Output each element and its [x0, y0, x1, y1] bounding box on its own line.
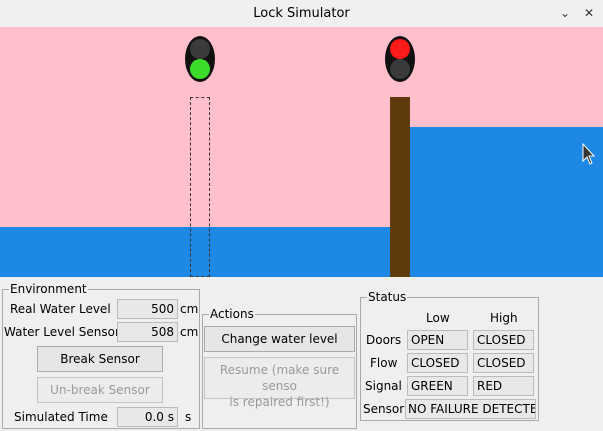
lock-scene — [0, 27, 603, 277]
actions-group: Actions — [202, 307, 357, 429]
environment-group-title: Environment — [9, 282, 88, 296]
flow-label: Flow — [370, 356, 398, 370]
mouse-cursor-icon — [582, 143, 596, 165]
simulated-time-label: Simulated Time — [14, 410, 108, 424]
signal-low-field: GREEN — [407, 376, 468, 396]
high-gate-closed — [390, 97, 410, 277]
change-water-level-button[interactable]: Change water level — [204, 326, 355, 352]
doors-label: Doors — [366, 333, 402, 347]
window-title: Lock Simulator — [253, 6, 350, 21]
simulated-time-unit: s — [185, 410, 192, 424]
real-water-level-field: 500 — [117, 299, 178, 319]
environment-group: Environment — [2, 282, 200, 429]
minimize-icon[interactable]: ⌄ — [559, 6, 571, 20]
low-water — [0, 227, 395, 277]
high-light-bottom-bulb — [390, 59, 410, 79]
high-water — [405, 127, 603, 277]
sensor-status-field: NO FAILURE DETECTEI — [405, 399, 536, 419]
real-water-level-unit: cm — [180, 302, 199, 316]
sensor-label: Sensor — [363, 402, 405, 416]
water-level-sensor-unit: cm — [180, 325, 199, 339]
status-group: Status — [360, 290, 539, 421]
low-light-top-bulb — [190, 39, 210, 59]
resume-button[interactable]: Resume (make sure senso is repaired firs… — [204, 357, 355, 409]
resume-button-line1: Resume (make sure senso — [219, 363, 340, 393]
unbreak-sensor-button[interactable]: Un-break Sensor — [37, 377, 163, 403]
actions-group-title: Actions — [209, 307, 255, 321]
title-bar: Lock Simulator ⌄ ✕ — [0, 0, 603, 28]
doors-low-field: OPEN — [407, 330, 468, 350]
flow-high-field: CLOSED — [473, 353, 534, 373]
water-level-sensor-field: 508 — [117, 322, 178, 342]
low-gate-open — [190, 97, 210, 277]
flow-low-field: CLOSED — [407, 353, 468, 373]
simulated-time-field: 0.0 s — [117, 407, 178, 427]
high-traffic-light — [385, 36, 415, 82]
break-sensor-button[interactable]: Break Sensor — [37, 346, 163, 372]
low-traffic-light — [185, 36, 215, 82]
status-col-low: Low — [426, 311, 450, 325]
signal-label: Signal — [365, 379, 402, 393]
close-icon[interactable]: ✕ — [583, 6, 595, 20]
signal-high-field: RED — [473, 376, 534, 396]
doors-high-field: CLOSED — [473, 330, 534, 350]
status-col-high: High — [490, 311, 518, 325]
water-level-sensor-label: Water Level Sensor — [4, 325, 120, 339]
real-water-level-label: Real Water Level — [10, 302, 111, 316]
resume-button-line2: is repaired first!) — [229, 395, 330, 409]
low-light-bottom-bulb — [190, 59, 210, 79]
high-light-top-bulb — [390, 39, 410, 59]
status-group-title: Status — [367, 290, 408, 304]
